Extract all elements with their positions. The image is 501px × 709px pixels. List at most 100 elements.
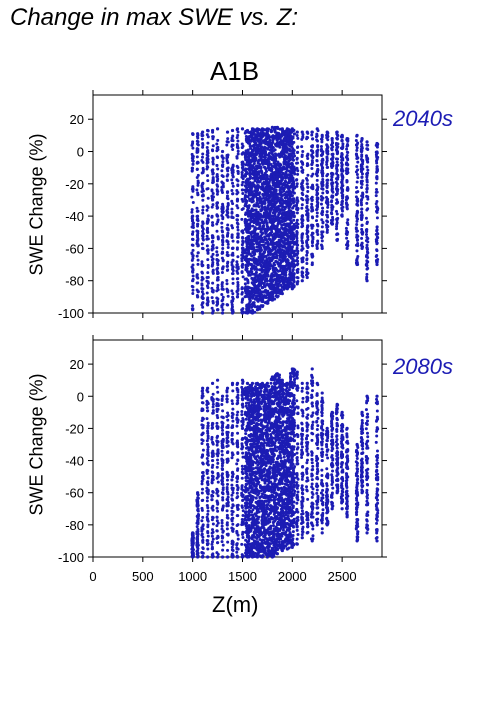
data-point <box>366 207 370 211</box>
data-point <box>251 294 255 298</box>
data-point <box>310 224 314 228</box>
data-point <box>206 302 210 306</box>
data-point <box>289 225 293 229</box>
data-point <box>273 148 277 152</box>
data-point <box>306 208 310 212</box>
data-point <box>241 236 245 240</box>
data-point <box>200 442 204 446</box>
data-point <box>226 166 230 170</box>
data-point <box>291 269 295 273</box>
data-point <box>282 281 286 285</box>
data-point <box>251 182 255 186</box>
data-point <box>191 222 195 226</box>
data-point <box>346 218 350 222</box>
data-point <box>252 253 256 257</box>
data-point <box>236 218 240 222</box>
data-point <box>375 231 379 235</box>
data-point <box>200 260 204 264</box>
data-point <box>231 253 235 257</box>
data-point <box>235 155 239 159</box>
data-point <box>296 259 300 263</box>
data-point <box>216 177 220 181</box>
data-point <box>240 265 244 269</box>
data-point <box>284 273 288 277</box>
data-point <box>265 134 269 138</box>
data-point <box>360 149 364 153</box>
data-point <box>274 278 278 282</box>
data-point <box>195 273 199 277</box>
data-point <box>355 172 359 176</box>
data-point <box>200 479 204 483</box>
data-point <box>240 292 244 296</box>
data-point <box>205 539 209 543</box>
data-point <box>226 288 230 292</box>
data-point <box>254 265 258 269</box>
data-point <box>248 209 252 213</box>
data-point <box>251 128 255 132</box>
data-point <box>196 493 200 497</box>
data-point <box>220 210 224 214</box>
data-point <box>206 280 210 284</box>
data-point <box>311 254 315 258</box>
data-point <box>316 170 320 174</box>
data-point <box>315 158 319 162</box>
y-tick-label: -60 <box>65 241 84 256</box>
data-point <box>263 301 267 305</box>
data-point <box>216 156 220 160</box>
data-point <box>236 130 240 134</box>
data-point <box>258 131 262 135</box>
data-point <box>345 205 349 209</box>
data-point <box>205 161 209 165</box>
data-point <box>240 243 244 247</box>
data-point <box>360 146 364 150</box>
data-point <box>336 237 340 241</box>
data-point <box>274 157 278 161</box>
data-point <box>250 305 254 309</box>
data-point <box>319 153 323 157</box>
data-point <box>300 145 304 149</box>
data-point <box>271 138 275 142</box>
data-point <box>245 246 249 250</box>
data-point <box>246 130 250 134</box>
data-point <box>310 195 314 199</box>
data-point <box>321 234 325 238</box>
data-point <box>301 224 305 228</box>
data-point <box>205 167 209 171</box>
data-point <box>231 192 235 196</box>
data-point <box>273 207 277 211</box>
data-point <box>290 194 294 198</box>
data-point <box>195 514 199 518</box>
data-point <box>354 227 358 231</box>
data-point <box>240 308 244 312</box>
data-point <box>190 243 194 247</box>
data-point <box>321 206 325 210</box>
data-point <box>273 185 277 189</box>
data-point <box>320 218 324 222</box>
data-point <box>206 251 210 255</box>
data-point <box>205 496 209 500</box>
data-point <box>206 530 210 534</box>
data-point <box>365 165 369 169</box>
data-point <box>255 260 259 264</box>
data-point <box>244 239 248 243</box>
data-point <box>285 263 289 267</box>
data-point <box>240 197 244 201</box>
data-point <box>335 198 339 202</box>
data-point <box>300 266 304 270</box>
data-point <box>263 149 267 153</box>
data-point <box>235 178 239 182</box>
data-point <box>265 267 269 271</box>
data-point <box>220 188 224 192</box>
data-point <box>259 198 263 202</box>
data-point <box>289 216 293 220</box>
data-point <box>330 219 334 223</box>
data-point <box>191 200 195 204</box>
data-point <box>201 551 205 555</box>
data-point <box>261 150 265 154</box>
data-point <box>221 247 225 251</box>
data-point <box>191 254 195 258</box>
data-point <box>240 208 244 212</box>
data-point <box>216 283 220 287</box>
data-point <box>252 145 256 149</box>
data-point <box>200 408 204 412</box>
